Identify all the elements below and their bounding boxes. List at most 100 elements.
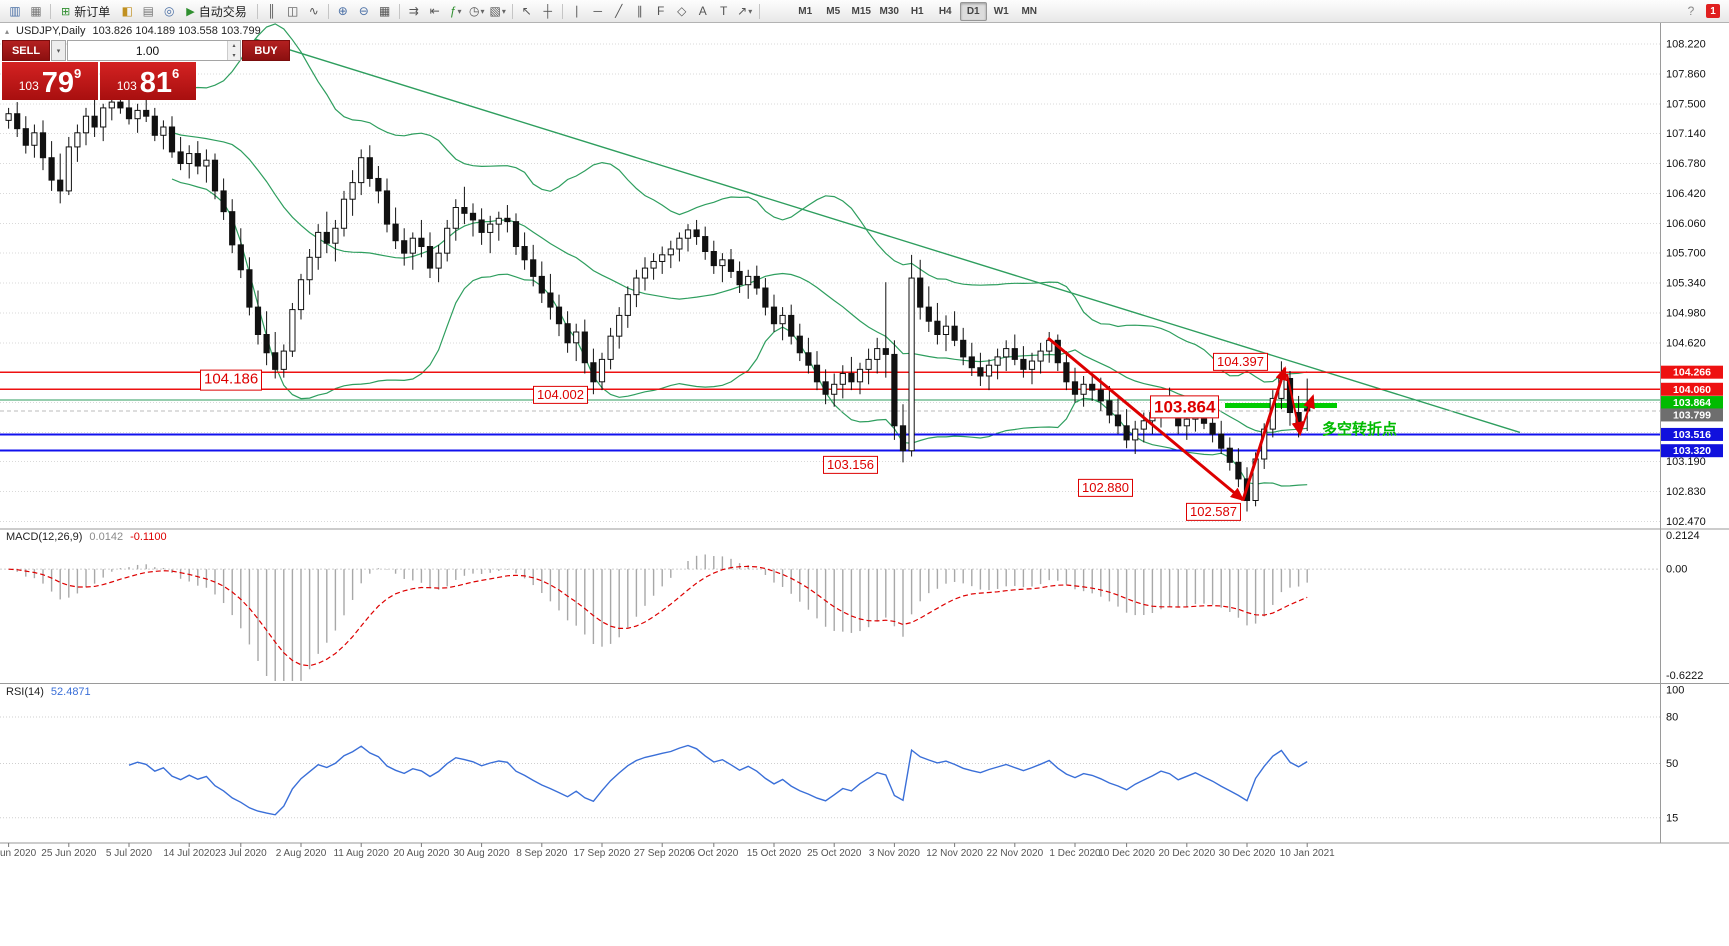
descending-trendline[interactable] <box>254 38 1521 434</box>
timeframe-button-mn[interactable]: MN <box>1021 5 1037 17</box>
cursor-icon[interactable]: ↖ <box>517 2 537 20</box>
annotation-note[interactable]: 多空转折点 <box>1322 421 1398 438</box>
indicators-icon: ƒ <box>449 4 457 18</box>
svg-text:103.516: 103.516 <box>1673 429 1711 441</box>
price-tag-103.864: 103.864 <box>1661 396 1723 410</box>
svg-text:100: 100 <box>1666 685 1684 697</box>
new-chart-icon: ▥ <box>9 4 21 18</box>
buy-price-big: 81 <box>139 67 173 99</box>
svg-text:104.980: 104.980 <box>1666 307 1706 319</box>
autotrading-button[interactable]: ▶ 自动交易 <box>180 2 252 20</box>
macd-name: MACD(12,26,9) <box>6 531 83 543</box>
one-click-collapse-icon[interactable]: ▴ <box>5 26 10 36</box>
chart-shift-icon[interactable]: ⇤ <box>425 2 445 20</box>
crosshair-icon[interactable]: ┼ <box>538 2 558 20</box>
trendline-icon: ╱ <box>615 4 623 18</box>
chart-canvas[interactable]: 108.220 107.860 107.500 107.140 106.780 106.4… <box>0 22 1729 862</box>
price-label-104.002[interactable]: 104.002 <box>533 385 588 405</box>
macd-histogram <box>16 554 1308 681</box>
price-label-103.864[interactable]: 103.864 <box>1150 395 1220 419</box>
sell-button[interactable]: SELL <box>2 40 50 61</box>
price-tag-103.320: 103.320 <box>1661 444 1723 458</box>
buy-button[interactable]: BUY <box>242 40 290 61</box>
sell-price-sup: 9 <box>74 66 82 81</box>
svg-text:108.220: 108.220 <box>1666 39 1706 51</box>
rsi-value: 52.4871 <box>50 686 91 698</box>
price-label-102.880[interactable]: 102.880 <box>1078 478 1133 498</box>
svg-text:0.2124: 0.2124 <box>1666 530 1700 542</box>
dropdown-caret-icon: ▾ <box>480 6 485 16</box>
arrows-icon[interactable]: ↗ ▾ <box>735 2 755 20</box>
candlestick-series <box>5 91 1311 512</box>
price-axis: 108.220 107.860 107.500 107.140 106.780 106.4… <box>1666 39 1706 528</box>
new-order-button[interactable]: ⊞ 新订单 <box>55 2 116 20</box>
bar-chart-icon[interactable]: ║ <box>262 2 282 20</box>
timeframe-button-d1[interactable]: D1 <box>959 1 987 21</box>
indicators-icon[interactable]: ƒ ▾ <box>446 2 466 20</box>
macd-signal-line <box>8 565 1308 667</box>
svg-text:20 Aug 2020: 20 Aug 2020 <box>393 848 450 859</box>
chart-title-bar: ▴ USDJPY,Daily 103.826 104.189 103.558 1… <box>5 25 261 37</box>
timeframe-button-w1[interactable]: W1 <box>993 5 1009 17</box>
auto-scroll-icon[interactable]: ⇉ <box>404 2 424 20</box>
volume-input[interactable] <box>68 41 227 60</box>
one-click-trading-panel: SELL ▾ ▴ ▾ BUY 103 79 9 103 81 6 <box>2 40 290 100</box>
timeframe-button-h4[interactable]: H4 <box>938 5 952 17</box>
price-grid <box>0 43 1660 522</box>
volume-increase-icon[interactable]: ▴ <box>228 41 240 51</box>
sell-price-display[interactable]: 103 79 9 <box>2 62 98 100</box>
zoom-out-icon[interactable]: ⊖ <box>354 2 374 20</box>
zoom-in-icon[interactable]: ⊕ <box>333 2 353 20</box>
timeframe-button-m15[interactable]: M15 <box>851 5 871 17</box>
fibonacci-icon: F <box>657 4 665 18</box>
candlestick-chart-icon[interactable]: ◫ <box>283 2 303 20</box>
price-label-103.156[interactable]: 103.156 <box>823 455 878 475</box>
help-icon[interactable]: ? <box>1681 2 1701 20</box>
new-order-button-label: 新订单 <box>74 4 111 19</box>
autotrading-icon: ▶ <box>186 5 195 18</box>
svg-text:23 Jul 2020: 23 Jul 2020 <box>215 848 267 859</box>
svg-text:107.140: 107.140 <box>1666 128 1706 140</box>
notification-badge[interactable]: 1 <box>1706 4 1720 18</box>
bar-chart-icon: ║ <box>267 4 276 18</box>
market-watch-icon[interactable]: ◧ <box>117 2 137 20</box>
tile-windows-icon[interactable]: ▦ <box>375 2 395 20</box>
price-label-104.397[interactable]: 104.397 <box>1213 352 1268 372</box>
volume-decrease-icon[interactable]: ▾ <box>228 50 240 60</box>
periods-icon[interactable]: ◷ ▾ <box>467 2 487 20</box>
svg-text:20 Dec 2020: 20 Dec 2020 <box>1158 848 1215 859</box>
profiles-icon[interactable]: ▦ <box>26 2 46 20</box>
channel-icon[interactable]: ∥ <box>630 2 650 20</box>
shapes-icon[interactable]: ◇ <box>672 2 692 20</box>
timeframe-button-m1[interactable]: M1 <box>798 5 813 17</box>
price-label-102.587[interactable]: 102.587 <box>1186 502 1241 522</box>
horizontal-line-icon[interactable]: ─ <box>588 2 608 20</box>
timeframe-button-m30[interactable]: M30 <box>879 5 899 17</box>
svg-text:1 Dec 2020: 1 Dec 2020 <box>1049 848 1101 859</box>
indicator-axis: 0.2124 0.00 -0.6222 100 80 50 15 <box>1666 530 1703 824</box>
macd-main-value: 0.0142 <box>89 531 124 543</box>
toolbar-separator <box>398 3 400 19</box>
text-label-icon[interactable]: T <box>714 2 734 20</box>
help-icon: ? <box>1687 4 1695 18</box>
text-icon[interactable]: A <box>693 2 713 20</box>
terminal-icon[interactable]: ◎ <box>159 2 179 20</box>
toolbar-separator <box>256 3 258 19</box>
line-chart-icon[interactable]: ∿ <box>304 2 324 20</box>
order-options-button[interactable]: ▾ <box>51 40 66 61</box>
timeframe-button-h1[interactable]: H1 <box>910 5 924 17</box>
vertical-line-icon[interactable]: ∣ <box>567 2 587 20</box>
new-chart-icon[interactable]: ▥ <box>5 2 25 20</box>
timeframe-button-m5[interactable]: M5 <box>826 5 841 17</box>
templates-icon[interactable]: ▧ ▾ <box>488 2 508 20</box>
trendline-icon[interactable]: ╱ <box>609 2 629 20</box>
timeframe-group: M1 M5 M15 M30 H1 H4 D1 W1 MN <box>792 1 1043 21</box>
buy-price-display[interactable]: 103 81 6 <box>100 62 196 100</box>
volume-stepper: ▴ ▾ <box>227 41 240 60</box>
fibonacci-icon[interactable]: F <box>651 2 671 20</box>
price-label-104.186[interactable]: 104.186 <box>200 369 263 391</box>
trend-arrows[interactable] <box>1047 336 1315 502</box>
dropdown-caret-icon: ▾ <box>748 6 753 16</box>
data-window-icon[interactable]: ▤ <box>138 2 158 20</box>
